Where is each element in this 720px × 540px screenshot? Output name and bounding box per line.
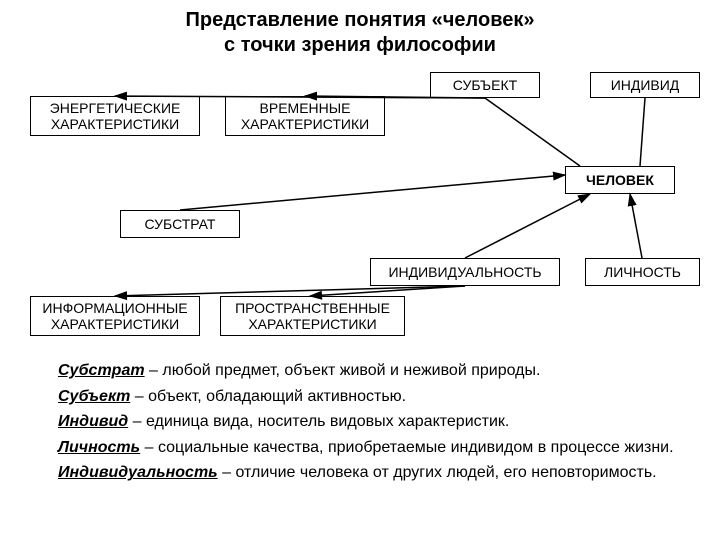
text-person: – социальные качества, приобретаемые инд… (140, 439, 673, 456)
text-individ: – единица вида, носитель видовых характе… (128, 413, 509, 430)
box-energ: ЭНЕРГЕТИЧЕСКИЕХАРАКТЕРИСТИКИ (30, 96, 200, 136)
text-substrat: – любой предмет, объект живой и неживой … (145, 362, 541, 379)
term-person: Личность (58, 439, 140, 456)
box-individ: ИНДИВИД (590, 72, 700, 98)
term-indiv: Индивидуальность (58, 464, 218, 481)
term-individ: Индивид (58, 413, 128, 430)
term-subject: Субъект (58, 388, 130, 405)
page-title: Представление понятия «человек» с точки … (0, 0, 720, 58)
box-person: ЛИЧНОСТЬ (585, 258, 700, 286)
title-line1: Представление понятия «человек» (185, 9, 534, 31)
term-substrat: Субстрат (58, 362, 145, 379)
box-substrat: СУБСТРАТ (120, 210, 240, 238)
text-indiv: – отличие человека от других людей, его … (218, 464, 657, 481)
box-indiv: ИНДИВИДУАЛЬНОСТЬ (370, 258, 560, 286)
text-subject: – объект, обладающий активностью. (130, 388, 406, 405)
box-human: ЧЕЛОВЕК (565, 166, 675, 194)
definitions-block: Субстрат – любой предмет, объект живой и… (30, 360, 690, 488)
box-space: ПРОСТРАНСТВЕННЫЕХАРАКТЕРИСТИКИ (220, 296, 405, 336)
title-line2: с точки зрения философии (224, 34, 496, 56)
box-subject: СУБЪЕКТ (430, 72, 540, 98)
box-time: ВРЕМЕННЫЕХАРАКТЕРИСТИКИ (225, 96, 385, 136)
box-info: ИНФОРМАЦИОННЫЕХАРАКТЕРИСТИКИ (30, 296, 200, 336)
